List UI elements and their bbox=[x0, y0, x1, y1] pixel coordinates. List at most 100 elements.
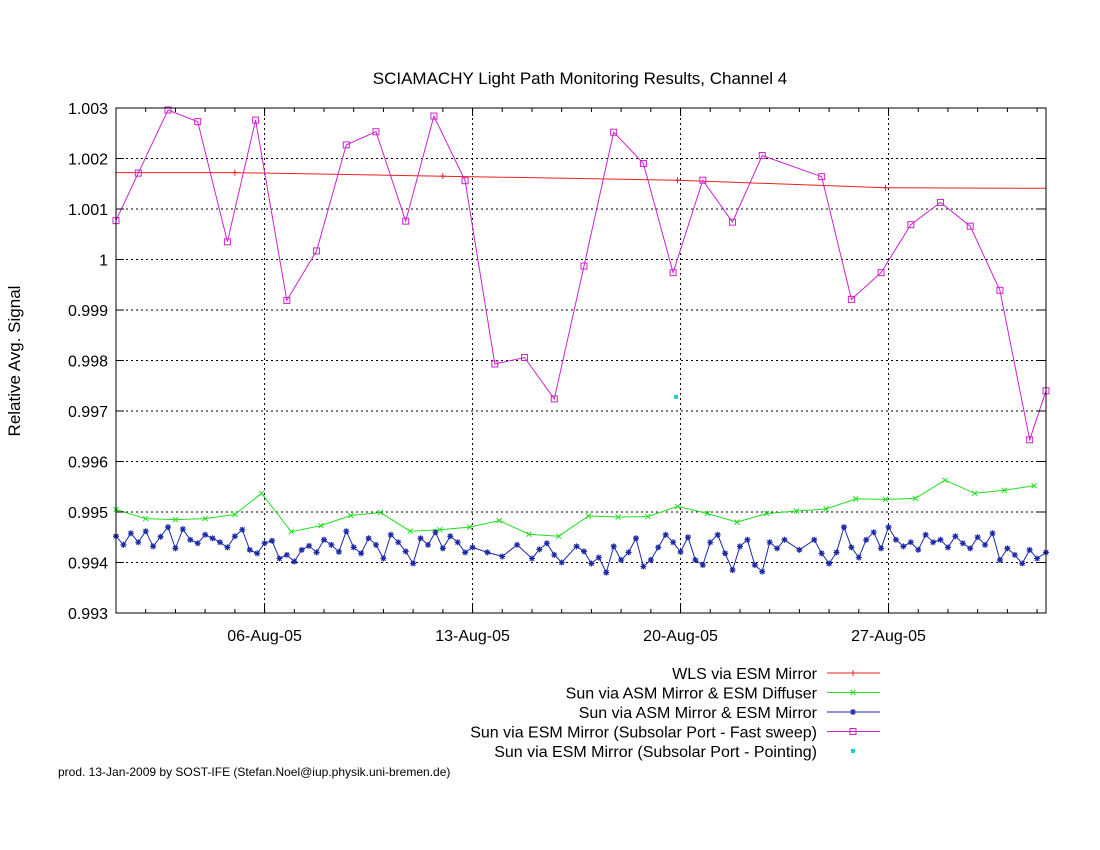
data-point bbox=[380, 555, 387, 562]
data-point bbox=[781, 536, 788, 543]
data-point bbox=[585, 513, 592, 519]
data-point bbox=[1026, 546, 1033, 553]
series-3 bbox=[113, 524, 1049, 576]
series-1 bbox=[116, 169, 1047, 191]
legend-label: WLS via ESM Mirror bbox=[672, 666, 818, 683]
data-point bbox=[350, 544, 357, 551]
legend: WLS via ESM Mirror Sun via ASM Mirror & E… bbox=[470, 666, 880, 761]
legend-marker bbox=[850, 689, 856, 696]
data-point bbox=[580, 548, 587, 555]
data-point bbox=[912, 495, 919, 502]
data-point bbox=[758, 151, 766, 159]
data-point bbox=[704, 510, 711, 517]
data-point bbox=[224, 544, 231, 551]
data-point bbox=[959, 540, 966, 547]
data-point bbox=[907, 221, 915, 229]
data-point bbox=[320, 536, 327, 543]
data-point bbox=[526, 531, 532, 538]
data-point bbox=[670, 539, 677, 546]
data-point bbox=[268, 537, 275, 544]
data-point bbox=[603, 569, 610, 576]
y-tick-label: 1.003 bbox=[68, 101, 108, 118]
data-point bbox=[996, 286, 1004, 294]
data-point bbox=[736, 543, 743, 550]
data-point bbox=[669, 269, 677, 277]
data-point bbox=[699, 562, 706, 569]
x-tick-label: 13-Aug-05 bbox=[435, 628, 510, 645]
data-point bbox=[288, 528, 295, 535]
data-point bbox=[127, 530, 134, 537]
legend-label: Sun via ESM Mirror (Subsolar Port - Poin… bbox=[494, 744, 817, 761]
data-point bbox=[744, 536, 751, 543]
data-point bbox=[759, 568, 766, 575]
data-point bbox=[407, 528, 414, 535]
data-point bbox=[231, 533, 238, 540]
data-point bbox=[528, 555, 535, 562]
data-point bbox=[343, 528, 350, 535]
data-point bbox=[461, 177, 469, 185]
data-point bbox=[974, 534, 981, 541]
data-point bbox=[692, 556, 699, 563]
y-tick-label: 1 bbox=[99, 253, 108, 270]
data-point bbox=[246, 546, 253, 553]
data-point bbox=[618, 556, 625, 563]
data-point bbox=[298, 546, 305, 553]
data-point bbox=[647, 556, 654, 563]
data-point bbox=[996, 556, 1003, 563]
data-point bbox=[826, 560, 833, 567]
data-point bbox=[223, 238, 231, 246]
data-point bbox=[447, 533, 454, 540]
series-line bbox=[115, 109, 1047, 442]
data-point bbox=[796, 546, 803, 553]
data-point bbox=[848, 544, 855, 551]
data-point bbox=[499, 553, 506, 560]
data-point bbox=[640, 563, 647, 570]
legend-marker bbox=[850, 670, 856, 676]
data-point bbox=[863, 536, 870, 543]
data-point bbox=[639, 160, 647, 168]
data-point bbox=[462, 549, 469, 556]
data-point bbox=[454, 539, 461, 546]
data-point bbox=[823, 506, 829, 512]
series-layer bbox=[112, 106, 1050, 576]
legend-marker bbox=[851, 749, 855, 753]
x-tick-label: 27-Aug-05 bbox=[851, 628, 926, 645]
data-point bbox=[491, 360, 499, 368]
data-point bbox=[588, 560, 595, 567]
data-point bbox=[134, 169, 142, 177]
data-point bbox=[202, 531, 209, 538]
data-point bbox=[944, 544, 951, 551]
data-point bbox=[172, 545, 179, 552]
data-point bbox=[551, 551, 558, 558]
y-tick-label: 0.994 bbox=[68, 556, 108, 573]
data-point bbox=[937, 536, 944, 543]
data-point bbox=[952, 533, 959, 540]
data-point bbox=[347, 512, 354, 519]
data-point bbox=[209, 535, 216, 542]
data-point bbox=[558, 559, 565, 566]
data-point bbox=[763, 510, 770, 517]
data-point bbox=[536, 546, 543, 553]
data-point bbox=[372, 541, 379, 548]
data-point bbox=[1019, 560, 1026, 567]
data-point bbox=[766, 539, 773, 546]
data-point bbox=[430, 112, 438, 120]
legend-label: Sun via ESM Mirror (Subsolar Port - Fast… bbox=[470, 725, 817, 742]
x-tick-label: 20-Aug-05 bbox=[643, 628, 718, 645]
data-point bbox=[942, 477, 948, 484]
data-point bbox=[164, 524, 171, 531]
legend-marker bbox=[850, 709, 856, 715]
data-point bbox=[358, 550, 365, 557]
data-point bbox=[231, 169, 238, 176]
data-point bbox=[632, 535, 639, 542]
data-point bbox=[283, 551, 290, 558]
data-point bbox=[751, 562, 758, 569]
data-point bbox=[674, 503, 681, 510]
data-point bbox=[699, 176, 707, 184]
data-point bbox=[276, 555, 283, 562]
data-point bbox=[543, 540, 550, 547]
data-point bbox=[966, 222, 974, 230]
data-point bbox=[469, 544, 476, 551]
legend-label: Sun via ASM Mirror & ESM Diffuser bbox=[566, 686, 818, 703]
data-point bbox=[194, 118, 202, 126]
